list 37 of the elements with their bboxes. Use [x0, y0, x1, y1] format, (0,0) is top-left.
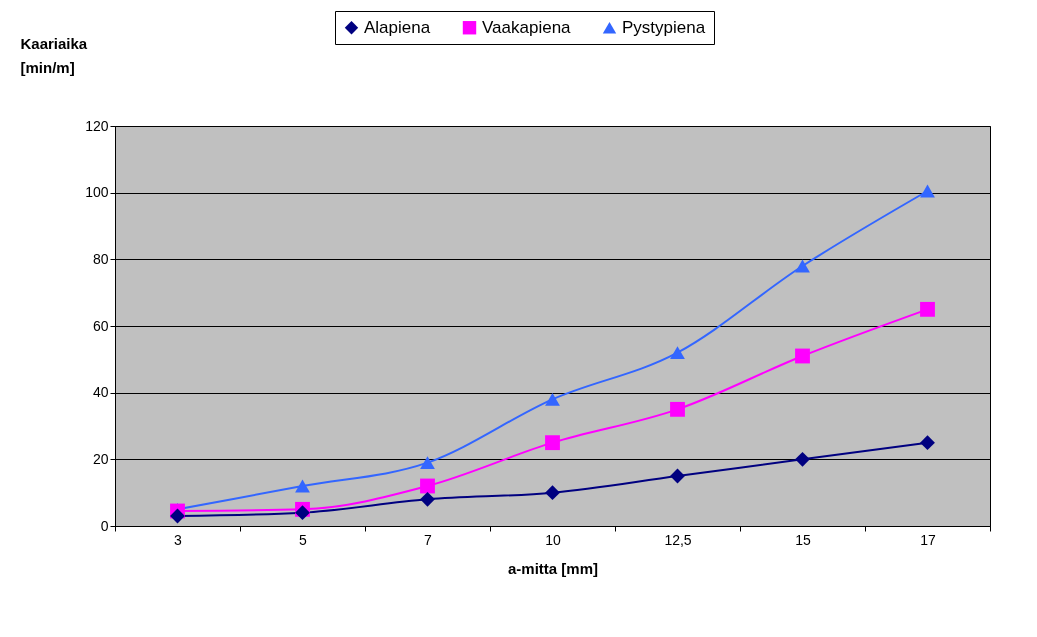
- point: [670, 468, 685, 484]
- point: [420, 478, 435, 494]
- point: [920, 301, 935, 317]
- x-tick-label: 5: [299, 531, 308, 548]
- point: [920, 184, 935, 198]
- y-tick-label: 80: [92, 250, 109, 267]
- y-tick-label: 20: [92, 450, 109, 467]
- y-axis-title: Kaariaika [min/m]: [20, 34, 88, 76]
- x-axis-title: a-mitta [mm]: [507, 559, 599, 577]
- x-tick-label: 7: [424, 531, 433, 548]
- legend-label: Alapiena: [364, 17, 431, 37]
- y-tick-label: 0: [100, 517, 109, 534]
- x-tick-label: 10: [545, 531, 561, 548]
- point: [545, 392, 560, 406]
- point: [670, 346, 685, 360]
- point: [420, 456, 435, 470]
- point: [420, 491, 435, 507]
- y-tick-label: 60: [92, 317, 109, 334]
- point: [545, 485, 560, 501]
- point: [295, 479, 310, 493]
- point: [545, 435, 560, 451]
- point: [795, 451, 810, 467]
- y-tick-label: 40: [92, 384, 109, 401]
- point: [795, 259, 810, 273]
- x-tick-label: 3: [174, 531, 183, 548]
- x-tick-label: 15: [795, 531, 811, 548]
- x-tick-label: 17: [920, 531, 936, 548]
- legend-label: Vaakapiena: [482, 17, 572, 37]
- y-tick-label: 120: [85, 117, 109, 134]
- point: [920, 435, 935, 451]
- point: [170, 508, 185, 524]
- x-tick-label: 12,5: [664, 531, 692, 548]
- y-tick-label: 100: [85, 184, 109, 201]
- point: [795, 348, 810, 364]
- legend-label: Pystypiena: [622, 17, 706, 37]
- point: [670, 401, 685, 417]
- point: [295, 505, 310, 521]
